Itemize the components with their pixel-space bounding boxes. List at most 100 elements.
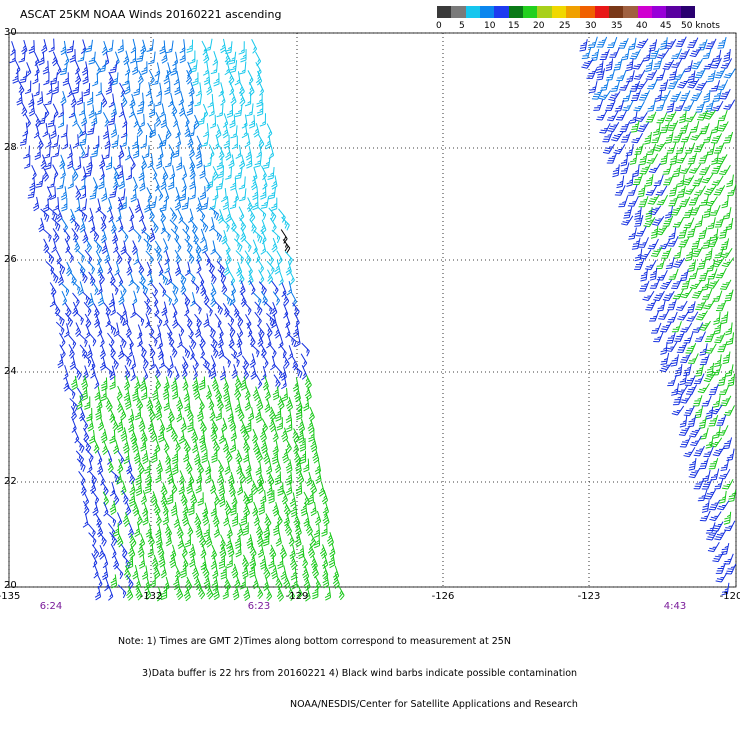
wind-barb (263, 524, 271, 539)
wind-barb (222, 113, 229, 128)
wind-barb (90, 364, 96, 379)
wind-barb (596, 36, 608, 48)
wind-barb (210, 114, 217, 129)
wind-barb (236, 522, 244, 538)
wind-barb (283, 501, 291, 517)
wind-barb (272, 291, 281, 306)
wind-barb (217, 344, 225, 359)
colorbar-label: 45 (660, 21, 672, 31)
wind-barb (647, 238, 659, 250)
colorbar-label: 5 (459, 21, 465, 31)
wind-barb (223, 261, 230, 276)
wind-barb (695, 101, 706, 113)
wind-barb (79, 269, 88, 284)
wind-barb (197, 492, 204, 506)
wind-barb (636, 38, 649, 49)
wind-barb (695, 299, 707, 311)
wind-barb (260, 186, 267, 200)
colorbar-segment (537, 6, 552, 18)
wind-barb (211, 449, 218, 464)
wind-barb (258, 501, 265, 515)
wind-barb (178, 270, 187, 285)
wind-barb (117, 188, 126, 202)
wind-barb (256, 479, 264, 495)
wind-barb (124, 80, 131, 95)
wind-barb (72, 112, 78, 127)
wind-barb (704, 489, 717, 500)
wind-barb (176, 585, 184, 601)
wind-barb (259, 113, 266, 127)
wind-barb (52, 144, 60, 158)
wind-barb (241, 554, 249, 570)
wind-barb (272, 427, 279, 443)
wind-barb (142, 291, 151, 306)
wind-barb (240, 376, 247, 391)
wind-barb (671, 405, 685, 416)
wind-barb (262, 175, 268, 190)
wind-barb (690, 435, 702, 447)
wind-barb (85, 39, 93, 53)
wind-barb (115, 249, 123, 265)
wind-barb (727, 184, 737, 197)
wind-barb (656, 269, 668, 281)
wind-barb (69, 49, 76, 63)
wind-barb (199, 419, 207, 434)
map-notes: Note: 1) Times are GMT 2)Times along bot… (118, 616, 578, 732)
wind-barb (155, 533, 163, 549)
wind-barb (719, 226, 728, 239)
wind-barb (140, 155, 148, 171)
wind-barb (666, 100, 675, 113)
wind-barb (264, 386, 271, 401)
wind-barb (203, 523, 210, 538)
wind-barb (137, 260, 145, 275)
wind-barb (92, 501, 99, 516)
wind-barb (230, 427, 237, 442)
wind-barb (651, 322, 662, 334)
wind-barb (257, 332, 264, 348)
wind-barb (55, 60, 62, 76)
wind-barb (112, 490, 120, 505)
wind-barb (216, 104, 224, 118)
wind-barb (173, 513, 180, 528)
wind-barb (167, 92, 174, 108)
wind-barb (672, 217, 685, 228)
wind-barb (190, 219, 198, 234)
wind-barb (61, 198, 68, 212)
wind-barb (263, 564, 271, 580)
wind-barb (87, 292, 94, 308)
wind-barb (655, 225, 669, 236)
wind-barb (268, 406, 277, 422)
wind-barb (178, 91, 184, 106)
wind-barb (294, 332, 301, 348)
note-line-1: Note: 1) Times are GMT 2)Times along bot… (118, 636, 511, 647)
wind-barb (80, 481, 87, 496)
wind-barb (310, 501, 317, 517)
wind-barb (219, 543, 227, 559)
wind-barb (89, 479, 97, 494)
wind-barb (262, 375, 269, 391)
wind-barb (144, 460, 151, 474)
wind-barb (82, 500, 90, 516)
wind-barb (109, 408, 116, 423)
wind-barb (185, 313, 193, 328)
wind-barb (87, 523, 96, 538)
wind-barb (139, 281, 149, 295)
wind-barb (180, 564, 187, 579)
wind-barb (209, 479, 217, 495)
wind-barb (34, 146, 41, 160)
wind-barb (120, 543, 128, 559)
wind-barb (303, 458, 310, 473)
wind-barb (171, 479, 178, 495)
wind-barb (699, 427, 709, 440)
wind-barb (270, 355, 276, 371)
wind-barb (110, 543, 117, 559)
wind-barb (52, 81, 59, 95)
wind-barb (101, 565, 109, 581)
wind-barb (55, 321, 65, 336)
wind-barb (48, 38, 55, 53)
wind-barb (712, 290, 723, 302)
wind-barb (671, 321, 682, 333)
wind-barb (234, 534, 242, 549)
wind-barb (203, 313, 210, 328)
wind-barb (719, 279, 732, 291)
